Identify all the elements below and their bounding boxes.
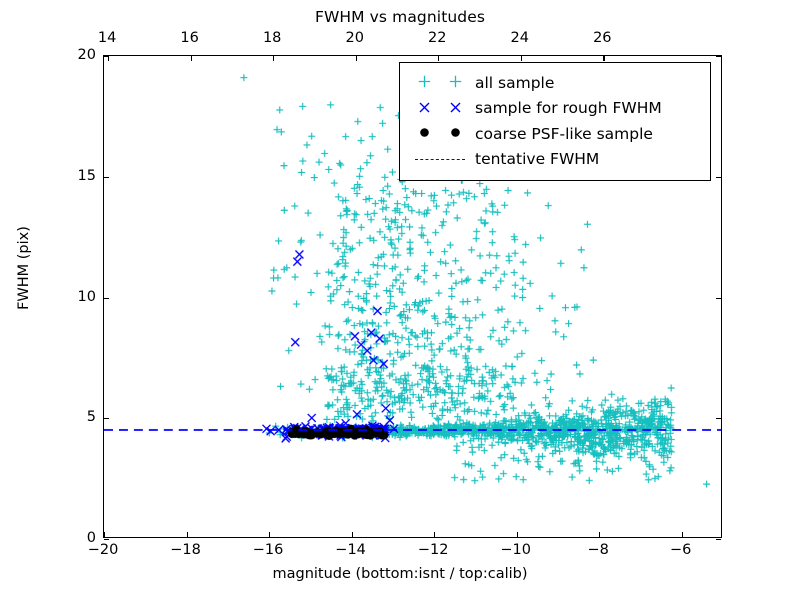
tick-mark (273, 56, 275, 61)
x-tick-label-top: 16 (180, 30, 199, 46)
tick-mark (716, 56, 721, 58)
y-tick-label: 5 (86, 409, 96, 426)
tick-mark (104, 176, 109, 178)
tick-mark (516, 532, 518, 537)
legend-item[interactable]: coarse PSF-like sample (409, 121, 701, 147)
tick-mark (186, 532, 188, 537)
legend-marker-x-icon (409, 96, 471, 122)
tick-mark (104, 539, 109, 541)
legend-marker-plus-icon (409, 70, 471, 96)
y-tick-label: 20 (77, 47, 96, 63)
legend-label: coarse PSF-like sample (475, 124, 653, 143)
x-tick-label-top: 24 (510, 30, 530, 46)
x-tick-label-top: 26 (593, 30, 612, 46)
x-tick-label-top: 20 (345, 30, 364, 46)
tick-mark (681, 532, 683, 537)
y-axis-label: FWHM (pix) (16, 226, 32, 310)
x-tick-label-bottom: −10 (500, 542, 531, 558)
y-tick-label: 15 (77, 167, 96, 184)
tick-mark (716, 418, 721, 420)
x-tick-label-bottom: −14 (335, 542, 366, 558)
tick-mark (108, 56, 110, 61)
tick-mark (104, 297, 109, 299)
tick-mark (599, 532, 601, 537)
tick-mark (269, 532, 271, 537)
x-tick-label-top: 18 (262, 30, 282, 46)
tick-mark (716, 539, 721, 541)
tick-mark (438, 56, 440, 61)
x-tick-label-top: 22 (428, 30, 447, 46)
tick-mark (104, 418, 109, 420)
x-tick-label-top: 14 (97, 30, 117, 46)
tick-mark (603, 56, 605, 61)
tick-mark (104, 532, 106, 537)
legend-item[interactable]: all sample (409, 70, 701, 96)
x-tick-label-bottom: −12 (417, 542, 449, 558)
page-title: FWHM vs magnitudes (314, 8, 486, 26)
tick-mark (716, 176, 721, 178)
tick-mark (434, 532, 436, 537)
x-tick-label-bottom: −18 (170, 542, 201, 558)
x-tick-label-bottom: −20 (87, 542, 119, 558)
x-tick-label-bottom: −8 (587, 542, 609, 558)
tick-mark (716, 297, 721, 299)
legend-label: tentative FWHM (475, 150, 600, 169)
y-tick-label: 0 (86, 530, 96, 546)
legend: all sample sample for rough FWHM coarse PS… (399, 62, 711, 181)
x-axis-label: magnitude (bottom:isnt / top:calib) (272, 566, 528, 582)
tick-mark (355, 56, 357, 61)
legend-item[interactable]: sample for rough FWHM (409, 96, 701, 122)
x-tick-label-bottom: −6 (670, 542, 692, 558)
legend-item[interactable]: tentative FWHM (409, 147, 701, 173)
tick-mark (190, 56, 192, 61)
tick-mark (351, 532, 353, 537)
legend-marker-circle-icon (409, 121, 471, 147)
tick-mark (104, 56, 109, 58)
legend-marker-dashed-line-icon (409, 147, 471, 173)
legend-label: all sample (475, 73, 555, 92)
x-tick-label-bottom: −16 (252, 542, 284, 558)
y-tick-label: 10 (77, 288, 96, 305)
legend-label: sample for rough FWHM (475, 99, 662, 118)
tick-mark (520, 56, 522, 61)
